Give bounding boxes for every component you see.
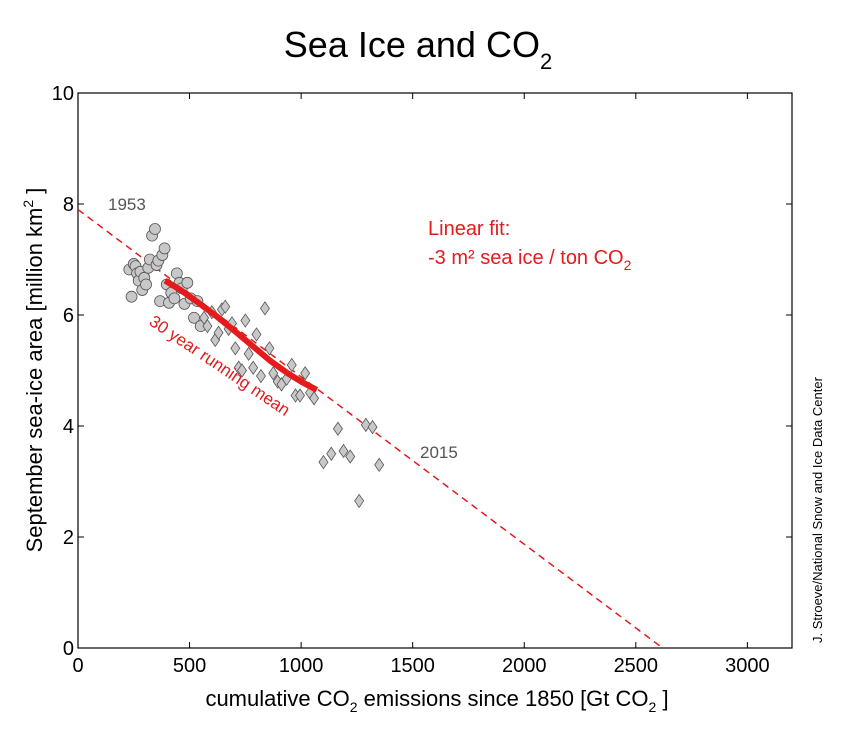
y-axis-label: September sea-ice area [million km2 ] bbox=[20, 188, 47, 553]
x-axis-label-suffix: ] bbox=[656, 686, 668, 711]
y-axis-label-sup: 2 bbox=[20, 200, 36, 208]
running-mean-line bbox=[163, 278, 319, 393]
data-point-diamond-11 bbox=[237, 363, 247, 378]
annotation-start-year: 1953 bbox=[108, 195, 146, 214]
x-tick-label-2: 1000 bbox=[279, 655, 324, 677]
x-axis-label-middle: emissions since 1850 [Gt CO bbox=[358, 686, 649, 711]
x-tick-label-4: 2000 bbox=[502, 655, 547, 677]
data-point-diamond-18 bbox=[264, 341, 275, 356]
data-point-circle-22 bbox=[168, 292, 181, 305]
data-point-diamond-28 bbox=[309, 391, 320, 406]
linear-fit-label-line2-text: -3 m² sea ice / ton CO bbox=[428, 247, 624, 269]
data-point-diamond-29 bbox=[318, 454, 329, 470]
data-point-diamond-26 bbox=[300, 366, 311, 381]
chart-title-text: Sea Ice and CO bbox=[284, 24, 540, 65]
x-tick-label-6: 3000 bbox=[725, 655, 770, 677]
data-point-diamond-31 bbox=[332, 421, 343, 436]
x-axis-label-sub1: 2 bbox=[350, 699, 358, 715]
data-point-circle-9 bbox=[140, 278, 152, 291]
data-point-diamond-35 bbox=[360, 417, 371, 433]
data-point-circle-13 bbox=[149, 223, 161, 235]
data-point-diamond-32 bbox=[338, 443, 349, 459]
data-point-diamond-15 bbox=[251, 327, 262, 342]
data-point-diamond-23 bbox=[286, 357, 297, 373]
x-axis-label: cumulative CO2 emissions since 1850 [Gt … bbox=[205, 686, 668, 715]
x-tick-label-1: 500 bbox=[173, 655, 206, 677]
data-point-diamond-17 bbox=[259, 301, 270, 316]
x-axis-label-sub2: 2 bbox=[649, 699, 657, 715]
data-point-diamond-14 bbox=[248, 360, 259, 375]
x-tick-label-5: 2500 bbox=[614, 655, 659, 677]
plot-area: 0 500 1000 1500 2000 2500 3000 0 2 4 6 8 10 bbox=[52, 83, 793, 677]
chart-title: Sea Ice and CO2 bbox=[284, 24, 552, 74]
plot-frame bbox=[77, 92, 793, 649]
data-point-diamond-19 bbox=[268, 366, 279, 381]
data-point-diamond-13 bbox=[243, 346, 254, 362]
data-point-diamond-4 bbox=[213, 325, 224, 340]
x-axis-label-prefix: cumulative CO bbox=[205, 686, 349, 711]
y-tick-label-5: 10 bbox=[52, 83, 74, 105]
annotation-end-year: 2015 bbox=[420, 443, 458, 462]
data-point-circle-1 bbox=[125, 290, 138, 303]
chart-title-subscript: 2 bbox=[540, 49, 552, 74]
y-tick-label-3: 6 bbox=[63, 305, 74, 327]
y-tick-label-2: 4 bbox=[63, 416, 74, 438]
data-point-diamond-16 bbox=[255, 368, 266, 384]
y-tick-label-0: 0 bbox=[63, 638, 74, 660]
data-point-diamond-12 bbox=[240, 313, 251, 328]
data-point-diamond-36 bbox=[367, 419, 378, 435]
data-point-diamond-1 bbox=[202, 318, 213, 334]
data-point-diamond-9 bbox=[230, 341, 241, 356]
x-tick-label-3: 1500 bbox=[390, 655, 435, 677]
data-point-diamond-6 bbox=[220, 299, 231, 314]
data-point-diamond-25 bbox=[295, 388, 305, 403]
linear-fit-label-line2-sub: 2 bbox=[624, 257, 632, 273]
y-axis-label-prefix: September sea-ice area [million km bbox=[22, 208, 47, 553]
data-point-diamond-33 bbox=[345, 449, 356, 464]
linear-fit-label-line2: -3 m² sea ice / ton CO2 bbox=[428, 247, 632, 273]
data-point-circle-27 bbox=[181, 276, 194, 289]
y-tick-label-1: 2 bbox=[63, 527, 74, 549]
y-axis-label-suffix: ] bbox=[22, 188, 47, 200]
data-point-diamond-30 bbox=[326, 446, 337, 461]
linear-fit-label-line1: Linear fit: bbox=[428, 218, 510, 240]
data-point-circle-18 bbox=[158, 242, 171, 255]
x-tick-label-0: 0 bbox=[72, 655, 83, 677]
y-tick-label-4: 8 bbox=[63, 194, 74, 216]
data-point-diamond-37 bbox=[374, 457, 385, 473]
credit-text: J. Stroeve/National Snow and Ice Data Ce… bbox=[810, 376, 825, 643]
data-point-diamond-34 bbox=[354, 493, 365, 509]
